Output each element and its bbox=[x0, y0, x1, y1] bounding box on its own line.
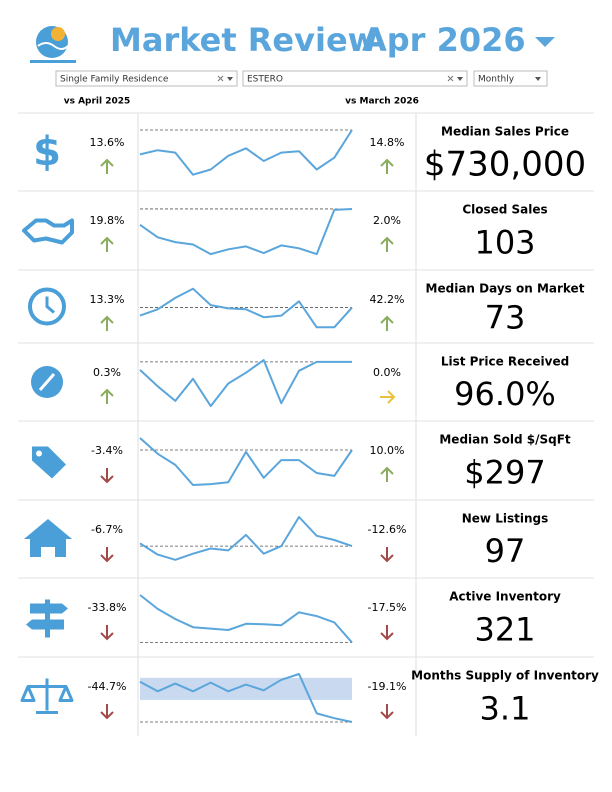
metric-row: -3.4% 10.0% Median Sold $/SqFt $297 bbox=[18, 420, 594, 492]
mom-change: -17.5% bbox=[368, 601, 407, 614]
metric-value: 103 bbox=[474, 224, 535, 262]
icon bbox=[28, 287, 66, 326]
trend-arrow bbox=[380, 158, 394, 174]
yoy-change: 0.3% bbox=[93, 366, 121, 379]
metric-title: Median Sales Price bbox=[441, 125, 569, 139]
trend-arrow bbox=[380, 466, 394, 482]
title: Market Review bbox=[110, 21, 377, 59]
yoy-change: -33.8% bbox=[88, 601, 127, 614]
trend-arrow bbox=[380, 625, 394, 641]
metric-title: Closed Sales bbox=[462, 203, 547, 217]
mom-change: 10.0% bbox=[370, 444, 405, 457]
metric-row: $13.6% 14.8% Median Sales Price $730,000 bbox=[18, 112, 594, 185]
sparkline bbox=[139, 287, 353, 329]
trend-arrow bbox=[100, 236, 114, 252]
trend-arrow bbox=[100, 704, 114, 720]
filter-text: ESTERO bbox=[247, 75, 283, 85]
column-header: vs April 2025 bbox=[64, 97, 131, 107]
range-band bbox=[140, 677, 352, 700]
trend-arrow bbox=[380, 315, 394, 331]
sparkline bbox=[139, 129, 353, 176]
mom-change: -19.1% bbox=[368, 680, 407, 693]
metric-value: 3.1 bbox=[480, 690, 531, 728]
metric-row: -44.7% -19.1% Months Supply of Inventory 3.… bbox=[18, 656, 599, 728]
sparkline bbox=[139, 673, 353, 723]
trend-arrow bbox=[100, 625, 114, 641]
mom-change: 14.8% bbox=[370, 136, 405, 149]
metric-row: -6.7% -12.6% New Listings 97 bbox=[18, 499, 594, 570]
filter-area[interactable]: ESTERO bbox=[242, 70, 468, 87]
metric-value: 96.0% bbox=[454, 375, 556, 413]
column-header: vs March 2026 bbox=[345, 97, 419, 107]
filter-text: Monthly bbox=[478, 75, 515, 85]
metric-title: Median Sold $/SqFt bbox=[439, 433, 571, 447]
filter-frequency[interactable]: Monthly bbox=[473, 70, 548, 87]
icon bbox=[45, 599, 50, 638]
metric-value: 97 bbox=[485, 532, 526, 570]
yoy-change: -3.4% bbox=[91, 444, 123, 457]
yoy-change: 13.6% bbox=[90, 136, 125, 149]
icon bbox=[36, 450, 42, 457]
icon bbox=[26, 603, 68, 630]
metric-title: Median Days on Market bbox=[426, 282, 585, 296]
trend-arrow bbox=[100, 315, 114, 331]
filter-property-type[interactable]: Single Family Residence bbox=[55, 70, 238, 87]
mom-change: 2.0% bbox=[373, 214, 401, 227]
period[interactable]: Apr 2026 bbox=[362, 21, 526, 59]
metric-value: $297 bbox=[464, 454, 545, 492]
icon bbox=[38, 373, 56, 391]
period-dropdown[interactable] bbox=[535, 37, 555, 47]
icon bbox=[22, 218, 74, 245]
yoy-change: -44.7% bbox=[88, 680, 127, 693]
trend-arrow bbox=[380, 547, 394, 563]
metric-title: List Price Received bbox=[441, 355, 569, 369]
trend-arrow bbox=[100, 468, 114, 484]
icon: $ bbox=[33, 129, 61, 175]
mom-change: 0.0% bbox=[373, 366, 401, 379]
metric-title: Months Supply of Inventory bbox=[411, 669, 599, 683]
icon bbox=[24, 519, 72, 557]
yoy-change: 19.8% bbox=[90, 214, 125, 227]
mom-change: 42.2% bbox=[370, 293, 405, 306]
metric-row: 0.3% 0.0% List Price Received 96.0% bbox=[18, 342, 594, 413]
metric-row: 19.8% 2.0% Closed Sales 103 bbox=[18, 190, 594, 262]
sparkline bbox=[139, 516, 353, 561]
sparkline bbox=[139, 208, 353, 256]
sparkline bbox=[139, 594, 353, 644]
yoy-change: -6.7% bbox=[91, 523, 123, 536]
trend-arrow bbox=[100, 158, 114, 174]
sparkline bbox=[139, 437, 353, 486]
metric-row: 13.3% 42.2% Median Days on Market 73 bbox=[18, 269, 594, 337]
logo bbox=[30, 26, 76, 63]
metric-value: 73 bbox=[485, 299, 526, 337]
icon bbox=[45, 296, 55, 314]
trend-arrow bbox=[380, 236, 394, 252]
metric-row: -33.8% -17.5% Active Inventory 321 bbox=[18, 577, 594, 649]
yoy-change: 13.3% bbox=[90, 293, 125, 306]
mom-change: -12.6% bbox=[368, 523, 407, 536]
trend-arrow bbox=[380, 390, 396, 404]
metric-title: New Listings bbox=[462, 512, 548, 526]
metric-value: 321 bbox=[474, 611, 535, 649]
icon bbox=[20, 678, 74, 714]
filter-text: Single Family Residence bbox=[60, 75, 169, 85]
metric-value: $730,000 bbox=[424, 145, 586, 185]
trend-arrow bbox=[100, 547, 114, 563]
metric-title: Active Inventory bbox=[449, 590, 561, 604]
trend-arrow bbox=[100, 388, 114, 404]
trend-arrow bbox=[380, 704, 394, 720]
sparkline bbox=[139, 359, 352, 408]
